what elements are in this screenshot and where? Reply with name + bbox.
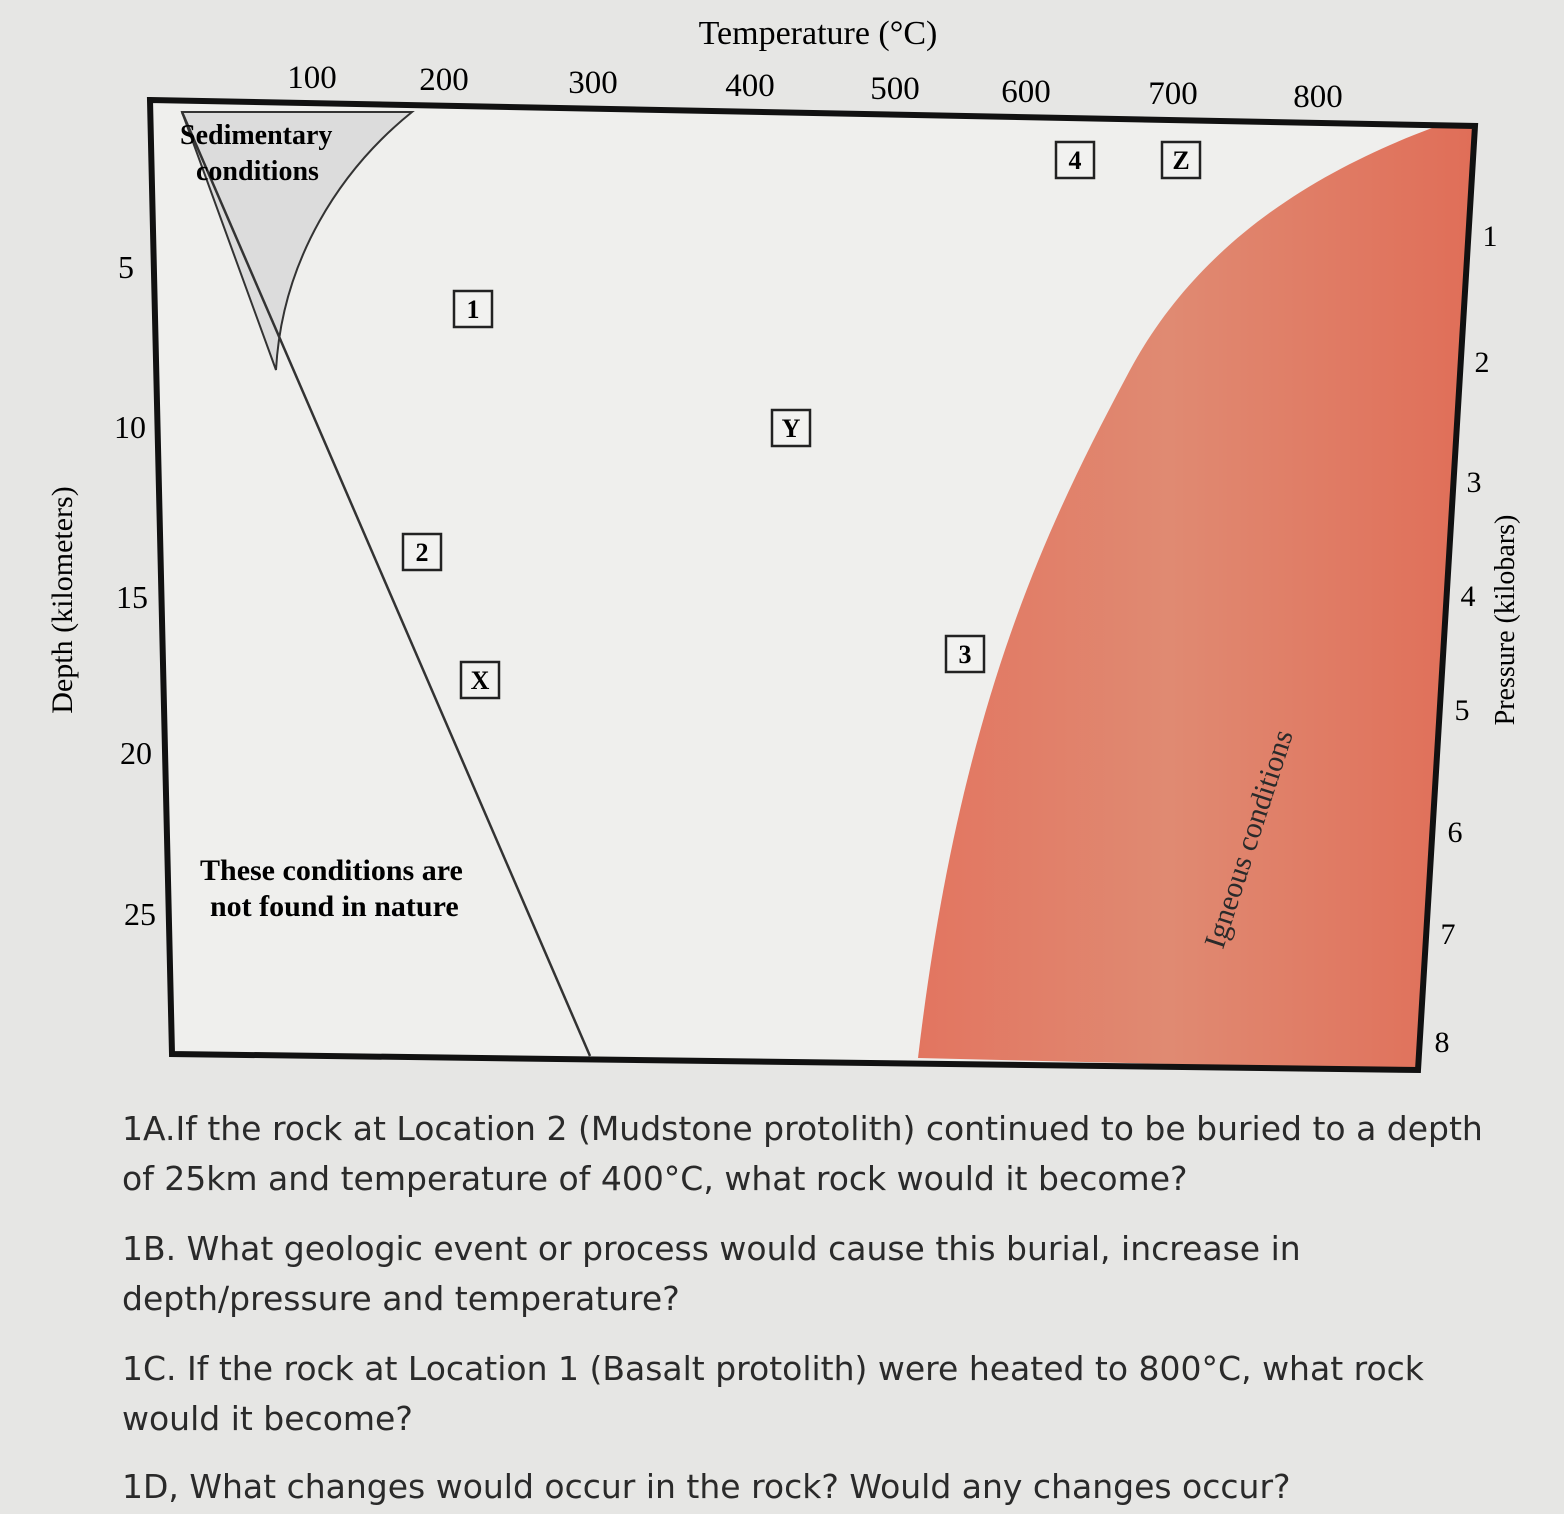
plot-frame: [146, 96, 1479, 1074]
location-3-marker: 3: [944, 634, 986, 674]
pressure-tick: 6: [1448, 816, 1463, 849]
pressure-tick: 3: [1467, 466, 1482, 499]
pressure-tick: 4: [1461, 580, 1476, 613]
location-1-marker: 1: [452, 289, 494, 329]
sedimentary-label-line1: Sedimentary: [180, 120, 332, 151]
not-found-label-line2: not found in nature: [210, 890, 459, 923]
sedimentary-label-line2: conditions: [196, 156, 319, 187]
question-1d: 1D, What changes would occur in the rock…: [122, 1467, 1291, 1506]
question-1c: 1C. If the rock at Location 1 (Basalt pr…: [122, 1349, 1424, 1438]
temperature-axis-title: Temperature (°C): [699, 15, 938, 52]
temp-tick: 200: [419, 62, 469, 98]
temp-tick: 800: [1293, 79, 1343, 115]
pressure-tick: 7: [1441, 918, 1456, 951]
location-y-marker: Y: [770, 408, 812, 448]
depth-tick: 15: [116, 579, 148, 615]
not-found-label-line1: These conditions are: [200, 854, 463, 887]
boundary-line: [180, 111, 592, 1057]
igneous-conditions-region: [918, 128, 1474, 1070]
depth-axis-title: Depth (kilometers): [46, 486, 79, 713]
location-3-label: 3: [959, 640, 972, 669]
pressure-tick: 8: [1435, 1026, 1450, 1059]
temp-tick: 100: [287, 60, 337, 96]
temp-tick: 300: [568, 65, 618, 101]
pressure-tick: 5: [1455, 694, 1470, 727]
depth-ticks: 5 10 15 20 25: [114, 249, 156, 932]
location-x-label: X: [471, 666, 490, 695]
location-2-marker: 2: [401, 532, 443, 572]
location-z-label: Z: [1172, 146, 1189, 175]
location-markers: 1 2 3 4 X Y Z: [401, 140, 1202, 700]
question-1a: 1A.If the rock at Location 2 (Mudstone p…: [122, 1109, 1483, 1198]
location-4-marker: 4: [1054, 140, 1096, 180]
depth-tick: 20: [120, 735, 152, 771]
question-1b: 1B. What geologic event or process would…: [122, 1229, 1301, 1318]
location-1-label: 1: [467, 295, 480, 324]
pressure-tick: 2: [1475, 346, 1490, 379]
temp-tick: 500: [870, 71, 920, 107]
location-2-label: 2: [416, 538, 429, 567]
pressure-tick: 1: [1483, 220, 1498, 253]
depth-tick: 10: [114, 409, 146, 445]
temperature-ticks: 100 200 300 400 500 600 700 800: [287, 60, 1343, 115]
location-y-label: Y: [782, 414, 801, 443]
sedimentary-conditions-region: [180, 111, 415, 371]
temp-tick: 700: [1148, 76, 1198, 112]
metamorphic-conditions-diagram: Temperature (°C) 100 200 300 400 500 600…: [46, 15, 1521, 1074]
location-x-marker: X: [459, 660, 501, 700]
depth-tick: 25: [124, 896, 156, 932]
temp-tick: 600: [1001, 74, 1051, 110]
temp-tick: 400: [725, 68, 775, 104]
pressure-ticks: 1 2 3 4 5 6 7 8: [1435, 220, 1498, 1059]
location-z-marker: Z: [1160, 140, 1202, 180]
depth-tick: 5: [118, 249, 134, 285]
pressure-axis-title: Pressure (kilobars): [1490, 515, 1521, 726]
location-4-label: 4: [1069, 146, 1082, 175]
